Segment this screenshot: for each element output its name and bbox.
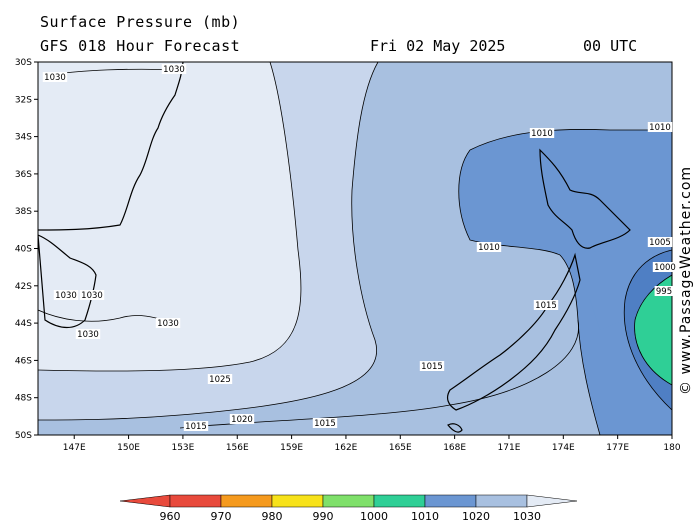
colorbar-segment — [322, 494, 375, 508]
isobar-label-bg — [183, 421, 209, 431]
lon-tick-label: 180 — [663, 443, 680, 453]
isobar-labels: 1030 1030 1030 1030 1030 1030 1025 1020 1015 1015… — [42, 64, 678, 432]
lon-tick-label: 156E — [226, 443, 249, 453]
forecast-subtitle: GFS 018 Hour Forecast — [40, 37, 241, 55]
isobar-label: 1010 — [649, 123, 671, 133]
lon-tick-label: 177E — [606, 443, 629, 453]
isobar-label: 1015 — [535, 301, 557, 311]
colorbar-label: 1000 — [360, 510, 388, 523]
isobar-label-bg — [419, 361, 445, 371]
lon-tick-label: 168E — [443, 443, 466, 453]
isobar-label: 1010 — [478, 243, 500, 253]
isobar-label-bg — [53, 290, 79, 300]
colorbar-label: 1010 — [411, 510, 439, 523]
colorbar-label: 980 — [262, 510, 283, 523]
isobar-label-bg — [647, 237, 673, 247]
lat-tick-label: 32S — [15, 95, 32, 105]
isobar-label-bg — [155, 318, 181, 328]
lat-tick-label: 38S — [15, 207, 32, 217]
colorbar-segment — [271, 494, 324, 508]
isobar-label: 995 — [656, 287, 672, 297]
lat-tick-label: 44S — [15, 319, 32, 329]
latitude-ticks: 30S 32S 34S 36S 38S 40S 42S 44S 46S 48S 50S — [15, 58, 38, 441]
isobar-label: 1030 — [157, 319, 179, 329]
pressure-colorbar: 960 970 980 990 1000 1010 1020 1030 — [119, 494, 578, 523]
pressure-field — [38, 62, 672, 435]
colorbar-segment — [373, 494, 426, 508]
colorbar-label: 1030 — [513, 510, 541, 523]
chart-title: Surface Pressure (mb) — [40, 13, 241, 31]
forecast-date: Fri 02 May 2025 — [370, 37, 506, 55]
colorbar-high-arrow — [526, 494, 578, 508]
lon-tick-label: 147E — [63, 443, 86, 453]
colorbar-label: 990 — [313, 510, 334, 523]
isobar-label-bg — [312, 418, 338, 428]
lat-tick-label: 40S — [15, 245, 32, 255]
lat-tick-label: 50S — [15, 431, 32, 441]
isobar-label: 1030 — [77, 330, 99, 340]
colorbar-low-arrow — [119, 494, 171, 508]
colorbar-segment — [220, 494, 273, 508]
isobar-label: 1030 — [55, 291, 77, 301]
isobar-label-bg — [647, 122, 673, 132]
lat-tick-label: 36S — [15, 170, 32, 180]
isobar-label-bg — [229, 414, 255, 424]
isobar-label-bg — [207, 374, 233, 384]
isobar-label-bg — [79, 290, 105, 300]
band-1005-1010 — [458, 129, 672, 435]
band-995 — [634, 275, 672, 385]
isobar-label: 1030 — [163, 65, 185, 75]
lon-tick-label: 165E — [389, 443, 412, 453]
isobar-label-bg — [529, 128, 555, 138]
lon-tick-label: 171E — [498, 443, 521, 453]
credit-text: © www.PassageWeather.com — [678, 165, 694, 395]
lon-tick-label: 153E — [171, 443, 194, 453]
longitude-ticks: 147E 150E 153E 156E 159E 162E 165E 168E 171E 174E… — [63, 435, 681, 453]
isobar-label-bg — [654, 286, 674, 296]
colorbar-segment — [424, 494, 477, 508]
lat-tick-label: 48S — [15, 394, 32, 404]
isobar-label-bg — [75, 329, 101, 339]
lon-tick-label: 159E — [280, 443, 303, 453]
isobar-label: 1005 — [649, 238, 671, 248]
isobar-label-bg — [161, 64, 187, 74]
coastlines — [38, 62, 631, 433]
isobar-label-bg — [42, 72, 68, 82]
colorbar-segment — [169, 494, 222, 508]
lon-tick-label: 150E — [117, 443, 140, 453]
isobar-label: 1025 — [209, 375, 231, 385]
isobar-label: 1000 — [654, 263, 676, 273]
isobar-label: 1015 — [185, 422, 207, 432]
isobar-label: 1015 — [314, 419, 336, 429]
isobars — [38, 62, 672, 435]
colorbar-label: 960 — [160, 510, 181, 523]
isobar-label: 1010 — [531, 129, 553, 139]
forecast-time: 00 UTC — [583, 37, 638, 55]
colorbar-label: 1020 — [462, 510, 490, 523]
lon-tick-label: 162E — [335, 443, 358, 453]
lat-tick-label: 42S — [15, 282, 32, 292]
isobar-label: 1015 — [421, 362, 443, 372]
lat-tick-label: 30S — [15, 58, 32, 68]
colorbar-label: 970 — [211, 510, 232, 523]
isobar-label-bg — [533, 300, 559, 310]
lat-tick-label: 34S — [15, 133, 32, 143]
isobar-label: 1030 — [44, 73, 66, 83]
isobar-label: 1030 — [81, 291, 103, 301]
lon-tick-label: 174E — [552, 443, 575, 453]
lat-tick-label: 46S — [15, 356, 32, 366]
isobar-label: 1020 — [231, 415, 253, 425]
isobar-label-bg — [652, 262, 678, 272]
colorbar-segment — [475, 494, 528, 508]
isobar-label-bg — [476, 242, 502, 252]
